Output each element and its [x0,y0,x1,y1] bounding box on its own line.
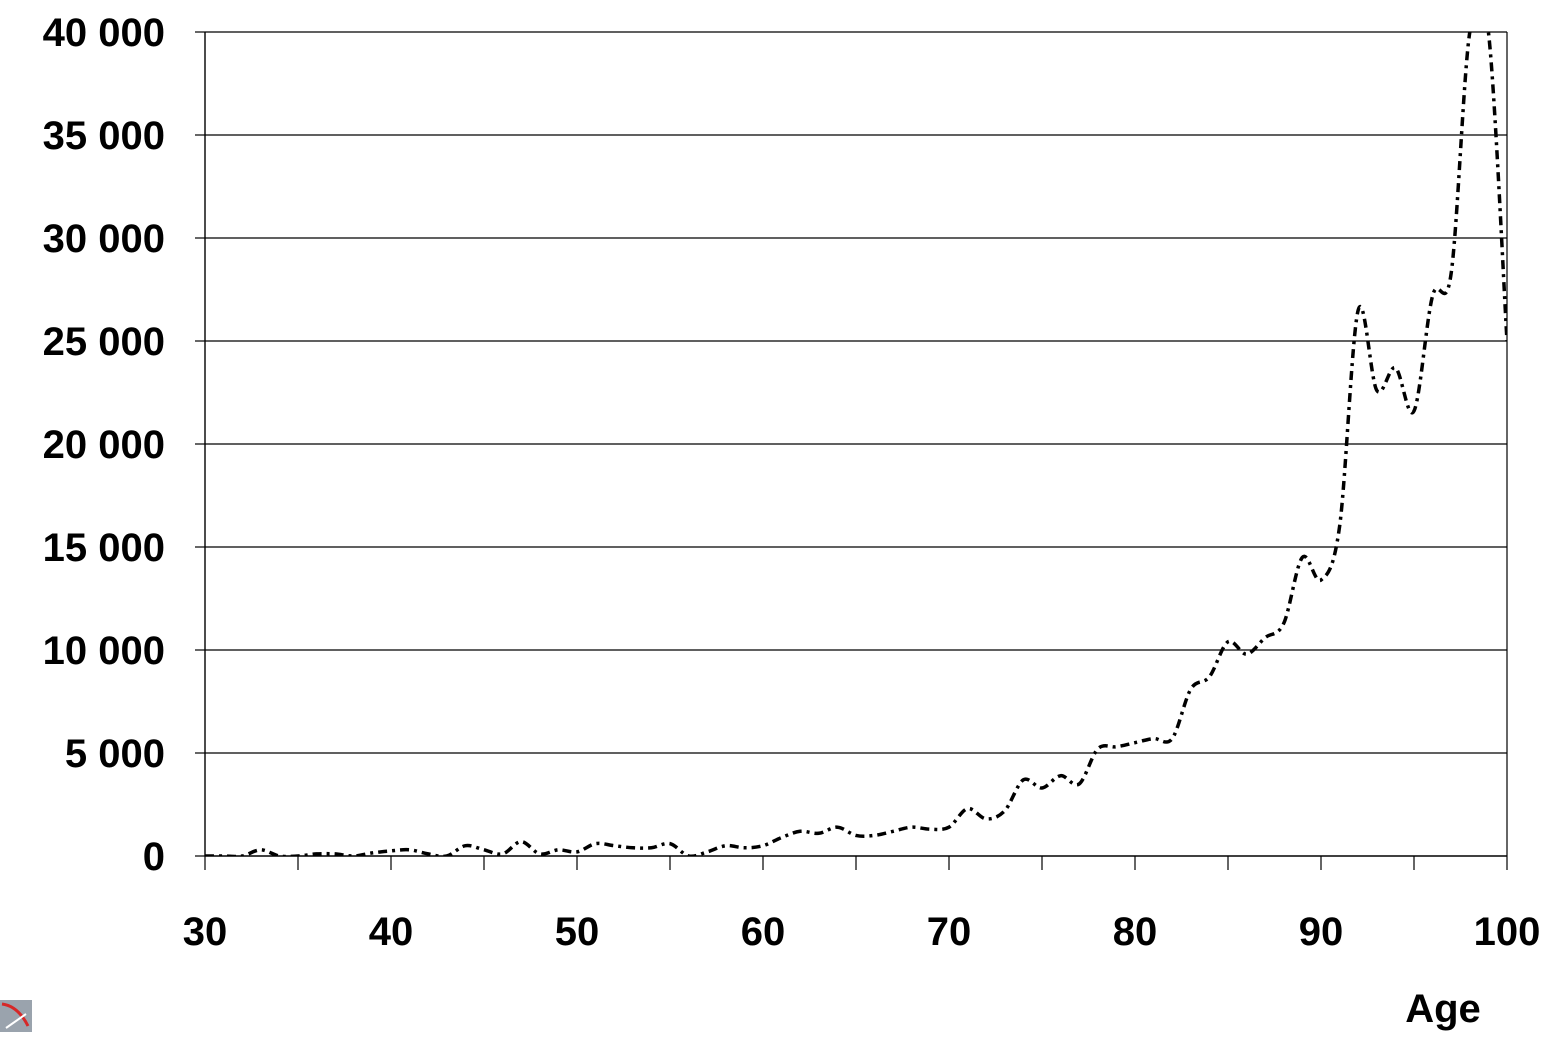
y-tick-label: 15 000 [43,526,165,570]
y-tick-label: 30 000 [43,217,165,261]
y-tick-label: 0 [143,835,165,879]
x-tick-label: 40 [369,910,414,954]
x-tick-label: 30 [183,910,228,954]
y-tick-label: 35 000 [43,114,165,158]
y-tick-label: 10 000 [43,629,165,673]
x-tick-label: 100 [1474,910,1541,954]
x-tick-label: 80 [1113,910,1158,954]
y-tick-label: 40 000 [43,11,165,55]
x-tick-label: 90 [1299,910,1344,954]
grid-layer [205,31,1507,754]
y-tick-label: 25 000 [43,320,165,364]
label-layer: 0 5 000 10 000 15 000 20 000 25 000 30 000 35 0… [43,11,1541,1031]
axis-layer [195,31,1508,870]
x-tick-label: 60 [741,910,786,954]
x-tick-label: 70 [927,910,972,954]
series-line-0 [205,32,1507,856]
x-axis-label: Age [1405,987,1481,1031]
y-tick-label: 5 000 [65,732,165,776]
corner-logo-icon [0,1000,32,1032]
y-tick-label: 20 000 [43,423,165,467]
x-tick-label: 50 [555,910,600,954]
series-layer [205,32,1507,856]
